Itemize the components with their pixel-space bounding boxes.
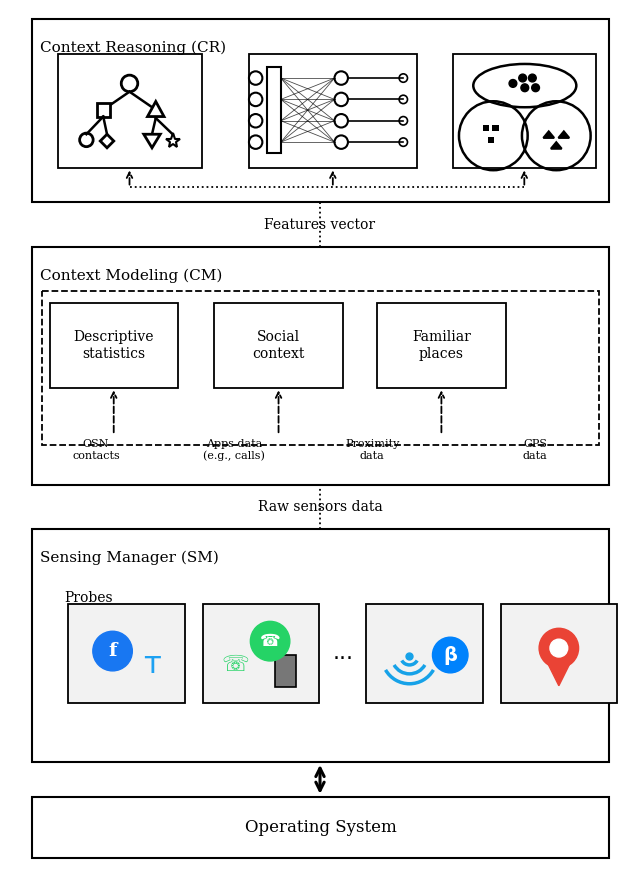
Bar bbox=[58, 54, 202, 168]
Circle shape bbox=[521, 84, 529, 92]
Bar bbox=[56, 569, 584, 738]
Bar bbox=[492, 125, 499, 131]
Circle shape bbox=[93, 632, 132, 671]
Text: Context Reasoning (CR): Context Reasoning (CR) bbox=[40, 41, 226, 55]
Circle shape bbox=[509, 79, 517, 87]
Bar bbox=[97, 103, 110, 117]
Bar bbox=[202, 604, 319, 703]
Polygon shape bbox=[147, 102, 164, 117]
Bar bbox=[32, 247, 609, 484]
Bar bbox=[366, 604, 483, 703]
Bar bbox=[453, 54, 596, 168]
Circle shape bbox=[532, 84, 540, 92]
Polygon shape bbox=[551, 142, 562, 149]
Bar bbox=[488, 136, 494, 144]
Text: GPS
data: GPS data bbox=[523, 439, 548, 461]
Polygon shape bbox=[545, 658, 573, 686]
Circle shape bbox=[550, 640, 568, 657]
Text: ☎: ☎ bbox=[260, 632, 280, 650]
Polygon shape bbox=[559, 131, 569, 138]
Bar bbox=[377, 303, 506, 387]
Text: Proximity
data: Proximity data bbox=[345, 439, 399, 461]
Text: Probes: Probes bbox=[65, 591, 113, 605]
Bar bbox=[214, 303, 342, 387]
Text: Features vector: Features vector bbox=[264, 218, 376, 232]
Bar bbox=[500, 604, 617, 703]
Text: Sensing Manager (SM): Sensing Manager (SM) bbox=[40, 551, 219, 566]
Bar bbox=[275, 655, 296, 687]
Text: Apps data
(e.g., calls): Apps data (e.g., calls) bbox=[203, 439, 265, 461]
Bar bbox=[268, 68, 281, 153]
Text: ☏: ☏ bbox=[221, 655, 249, 675]
Circle shape bbox=[519, 74, 527, 82]
Text: Social
context: Social context bbox=[252, 330, 305, 360]
Bar bbox=[68, 604, 185, 703]
Ellipse shape bbox=[473, 64, 576, 107]
Polygon shape bbox=[543, 131, 554, 138]
Text: Raw sensors data: Raw sensors data bbox=[258, 500, 382, 514]
Bar bbox=[249, 54, 417, 168]
Text: ᴛ: ᴛ bbox=[143, 650, 161, 680]
Text: Descriptive
statistics: Descriptive statistics bbox=[74, 330, 154, 360]
Bar bbox=[42, 292, 599, 445]
Bar bbox=[483, 125, 489, 131]
Polygon shape bbox=[144, 134, 160, 148]
Bar bbox=[32, 529, 609, 762]
Text: OSN
contacts: OSN contacts bbox=[72, 439, 120, 461]
Polygon shape bbox=[100, 134, 114, 148]
Bar bbox=[49, 303, 178, 387]
Text: ...: ... bbox=[332, 643, 353, 663]
Circle shape bbox=[539, 628, 579, 668]
Bar bbox=[32, 19, 609, 202]
Text: Context Modeling (CM): Context Modeling (CM) bbox=[40, 268, 222, 283]
Circle shape bbox=[433, 637, 468, 673]
Text: f: f bbox=[108, 642, 116, 660]
Circle shape bbox=[529, 74, 536, 82]
Bar bbox=[32, 797, 609, 858]
Text: Operating System: Operating System bbox=[244, 819, 396, 836]
Text: β: β bbox=[444, 646, 457, 665]
Text: Familiar
places: Familiar places bbox=[412, 330, 471, 360]
Circle shape bbox=[250, 622, 290, 661]
